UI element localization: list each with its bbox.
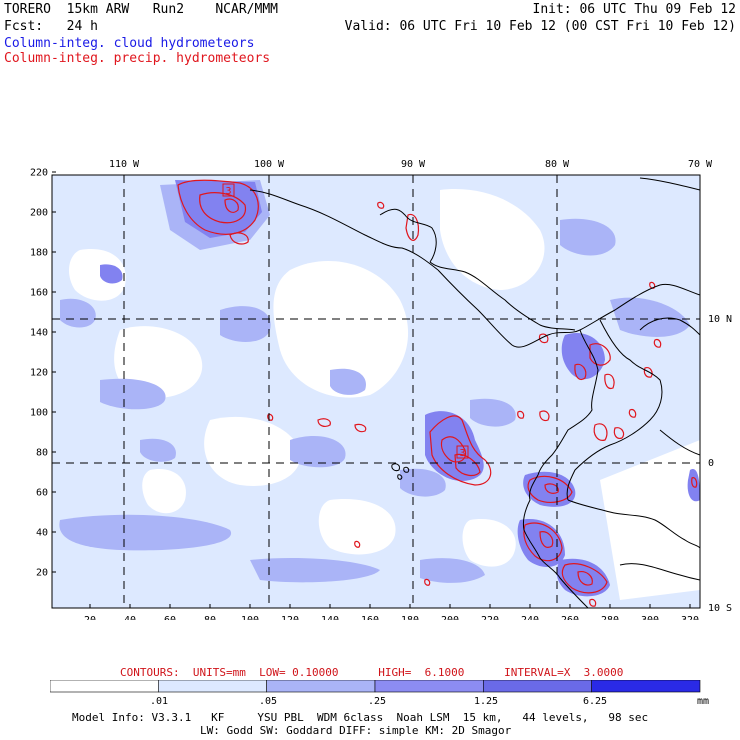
peru-border <box>567 499 700 549</box>
y-tick-label: 80 <box>36 448 48 459</box>
x-tick-label: 320 <box>681 615 699 620</box>
colorbar-swatch <box>50 680 159 693</box>
lat-label-10n: 10 N <box>708 314 732 325</box>
marker-label-1: 3 <box>226 186 232 197</box>
x-tick-label: 300 <box>641 615 659 620</box>
cloud-field-dark <box>100 180 700 597</box>
y-tick-label: 140 <box>30 328 48 339</box>
galapagos <box>391 463 410 480</box>
lon-label-100w: 100 W <box>254 159 285 170</box>
run-name: Run2 <box>152 2 185 17</box>
lat-label-0: 0 <box>708 458 714 469</box>
marker-box-1 <box>222 183 235 197</box>
x-tick-label: 160 <box>361 615 379 620</box>
model-info: Model Info: V3.3.1 KF YSU PBL WDM 6class… <box>72 711 649 724</box>
resolution: 15km ARW <box>66 2 130 17</box>
x-tick-label: 140 <box>321 615 339 620</box>
marker-box-2 <box>456 445 469 459</box>
lon-label-80w: 80 W <box>545 159 570 170</box>
x-tick-label: 120 <box>281 615 299 620</box>
inland-border-1 <box>639 317 700 336</box>
colorbar-label-5: 6.25 <box>582 696 608 707</box>
y-tick-label: 100 <box>30 408 48 419</box>
x-tick-label: 100 <box>241 615 259 620</box>
lat-label-10s: 10 S <box>708 603 732 614</box>
colorbar-swatch <box>483 680 592 693</box>
x-tick-label: 220 <box>481 615 499 620</box>
ecuador-coast <box>522 474 589 608</box>
colorbar-swatch <box>158 680 267 693</box>
clear-areas <box>68 189 700 600</box>
x-tick-label: 280 <box>601 615 619 620</box>
header-line-1: TORERO 15km ARW Run2 NCAR/MMM <box>4 2 278 17</box>
colorbar <box>50 680 701 693</box>
forecast-label: Fcst: <box>4 19 44 34</box>
y-tick-label: 180 <box>30 248 48 259</box>
plot-frame <box>51 174 701 609</box>
org-name: NCAR/MMM <box>215 2 278 17</box>
inland-border-2 <box>659 429 700 456</box>
colorbar-label-4: 1.25 <box>473 696 499 707</box>
y-tick-label: 200 <box>30 208 48 219</box>
colorbar-label-3: .25 <box>367 696 387 707</box>
shaded-fields <box>52 175 700 608</box>
lat-lon-grid <box>52 175 700 608</box>
precip-contours <box>177 179 698 607</box>
precip-legend-line: Column-integ. precip. hydrometeors <box>4 51 271 66</box>
colorbar-unit: mm <box>696 696 710 707</box>
max-markers: 3 3 <box>222 183 469 459</box>
lon-label-90w: 90 W <box>401 159 426 170</box>
contour-info: CONTOURS: UNITS=mm LOW= 0.10000 HIGH= 6.… <box>120 666 624 679</box>
x-tick-label: 40 <box>124 615 136 620</box>
marker-label-2: 3 <box>460 448 466 459</box>
cloud-legend-line: Column-integ. cloud hydrometeors <box>4 36 255 51</box>
central-america-coast <box>437 269 700 348</box>
central-america-north <box>429 261 576 331</box>
cuba-edge <box>639 177 700 191</box>
colombia-border <box>566 319 663 501</box>
init-time: Init: 06 UTC Thu 09 Feb 12 <box>532 2 737 17</box>
x-tick-label: 180 <box>401 615 419 620</box>
colorbar-swatch <box>374 680 484 693</box>
y-tick-label: 40 <box>36 528 48 539</box>
map-panel: 3 3 220 200 180 160 140 120 100 80 60 40 20 20 40 60 8… <box>30 159 732 621</box>
inland-border-3 <box>619 563 700 581</box>
x-tick-label: 200 <box>441 615 459 620</box>
axis-ticks: 220 200 180 160 140 120 100 80 60 40 20 20 40 60 80 100… <box>30 168 699 621</box>
model-name: TORERO <box>4 2 51 17</box>
model-info-physics: LW: Godd SW: Goddard DIFF: simple KM: 2D… <box>200 724 512 737</box>
coastlines <box>249 177 700 608</box>
colorbar-label-2: .05 <box>258 696 278 707</box>
colombia-west-coast <box>537 329 599 476</box>
y-tick-label: 220 <box>30 168 48 179</box>
colorbar-swatch <box>591 680 701 693</box>
x-tick-label: 240 <box>521 615 539 620</box>
longitude-labels: 110 W 100 W 90 W 80 W 70 W <box>109 159 713 170</box>
forecast-hours: 24 h <box>66 19 98 34</box>
colorbar-label-1: .01 <box>149 696 169 707</box>
mexico-coast <box>249 189 439 271</box>
lon-label-110w: 110 W <box>109 159 140 170</box>
colorbar-swatch <box>266 680 376 693</box>
lon-label-70w: 70 W <box>688 159 713 170</box>
x-tick-label: 20 <box>84 615 96 620</box>
y-tick-label: 60 <box>36 488 48 499</box>
x-tick-label: 60 <box>164 615 176 620</box>
x-tick-label: 80 <box>204 615 216 620</box>
header-line-2: Fcst: 24 h <box>4 19 98 34</box>
valid-time: Valid: 06 UTC Fri 10 Feb 12 (00 CST Fri … <box>344 19 736 34</box>
yucatan-coast <box>379 208 437 263</box>
y-tick-label: 20 <box>36 568 48 579</box>
x-tick-label: 260 <box>561 615 579 620</box>
y-tick-label: 120 <box>30 368 48 379</box>
latitude-labels: 10 N 0 10 S <box>708 314 732 614</box>
y-tick-label: 160 <box>30 288 48 299</box>
